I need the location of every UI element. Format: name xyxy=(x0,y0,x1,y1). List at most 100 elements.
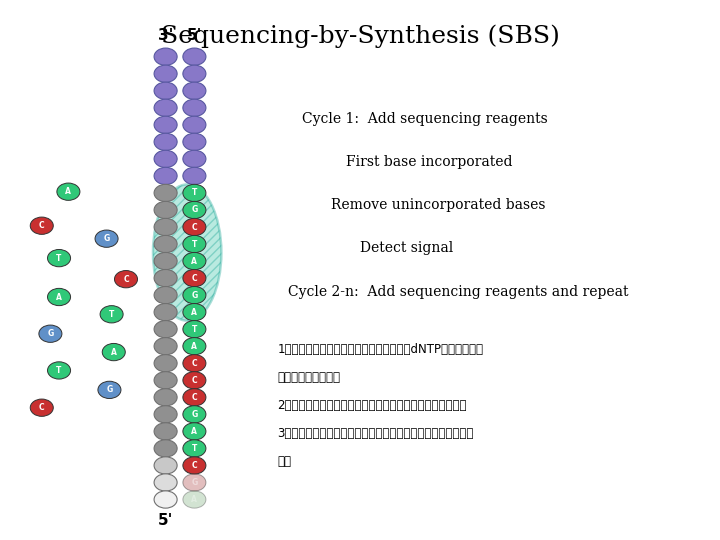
Text: A: A xyxy=(56,293,62,301)
Text: G: G xyxy=(104,234,109,243)
Circle shape xyxy=(154,116,177,133)
Circle shape xyxy=(154,287,177,304)
Text: C: C xyxy=(192,393,197,402)
Circle shape xyxy=(57,183,80,200)
Circle shape xyxy=(154,423,177,440)
Circle shape xyxy=(183,440,206,457)
Text: Remove unincorporated bases: Remove unincorporated bases xyxy=(331,198,546,212)
Circle shape xyxy=(154,82,177,99)
Text: 5': 5' xyxy=(158,513,174,528)
Circle shape xyxy=(183,269,206,287)
Text: 5': 5' xyxy=(186,28,202,43)
Circle shape xyxy=(183,201,206,219)
Text: 反应: 反应 xyxy=(277,455,291,468)
Text: G: G xyxy=(48,329,53,338)
Circle shape xyxy=(154,65,177,83)
Circle shape xyxy=(48,288,71,306)
Circle shape xyxy=(183,252,206,269)
Circle shape xyxy=(154,406,177,423)
Circle shape xyxy=(154,372,177,389)
Circle shape xyxy=(183,184,206,201)
Circle shape xyxy=(183,491,206,508)
Text: T: T xyxy=(56,254,62,262)
Text: 1、每轮测序反应加入四种带有荧光标记的dNTP，末端带有可: 1、每轮测序反应加入四种带有荧光标记的dNTP，末端带有可 xyxy=(277,343,483,356)
Text: G: G xyxy=(192,206,197,214)
Text: C: C xyxy=(192,376,197,385)
Circle shape xyxy=(183,355,206,372)
Circle shape xyxy=(114,271,138,288)
Circle shape xyxy=(39,325,62,342)
Circle shape xyxy=(100,306,123,323)
Text: T: T xyxy=(192,188,197,198)
Circle shape xyxy=(154,48,177,65)
Text: Sequencing-by-Synthesis (SBS): Sequencing-by-Synthesis (SBS) xyxy=(161,24,559,48)
Circle shape xyxy=(154,303,177,321)
Circle shape xyxy=(183,48,206,65)
Text: A: A xyxy=(192,256,197,266)
Circle shape xyxy=(183,457,206,474)
Circle shape xyxy=(154,389,177,406)
Circle shape xyxy=(98,381,121,399)
Circle shape xyxy=(30,217,53,234)
Text: Detect signal: Detect signal xyxy=(360,241,454,255)
Circle shape xyxy=(183,389,206,406)
Text: A: A xyxy=(192,308,197,316)
Circle shape xyxy=(183,116,206,133)
Text: C: C xyxy=(123,275,129,284)
Text: C: C xyxy=(192,222,197,232)
Circle shape xyxy=(154,321,177,338)
Circle shape xyxy=(102,343,125,361)
Circle shape xyxy=(183,287,206,304)
Circle shape xyxy=(154,269,177,287)
Circle shape xyxy=(183,235,206,253)
Circle shape xyxy=(95,230,118,247)
Circle shape xyxy=(154,184,177,201)
Text: G: G xyxy=(192,478,197,487)
Text: A: A xyxy=(111,348,117,356)
Text: G: G xyxy=(192,291,197,300)
Circle shape xyxy=(183,99,206,117)
Circle shape xyxy=(30,399,53,416)
Circle shape xyxy=(154,218,177,235)
Circle shape xyxy=(183,167,206,185)
Circle shape xyxy=(154,338,177,355)
Text: T: T xyxy=(192,325,197,334)
Text: A: A xyxy=(66,187,71,196)
Text: Cycle 1:  Add sequencing reagents: Cycle 1: Add sequencing reagents xyxy=(302,112,548,126)
Circle shape xyxy=(183,150,206,167)
Circle shape xyxy=(154,167,177,185)
Ellipse shape xyxy=(153,185,222,321)
Text: A: A xyxy=(192,495,197,504)
Text: 2、每轮反应只能整合一个核苷酸，仪器读取相应的荧光信号: 2、每轮反应只能整合一个核苷酸，仪器读取相应的荧光信号 xyxy=(277,399,467,412)
Text: Cycle 2-n:  Add sequencing reagents and repeat: Cycle 2-n: Add sequencing reagents and r… xyxy=(288,285,629,299)
Circle shape xyxy=(183,218,206,235)
Text: A: A xyxy=(192,342,197,350)
Circle shape xyxy=(183,423,206,440)
Text: C: C xyxy=(192,461,197,470)
Text: First base incorporated: First base incorporated xyxy=(346,155,512,169)
Circle shape xyxy=(154,99,177,117)
Circle shape xyxy=(154,133,177,151)
Text: 3': 3' xyxy=(158,28,174,43)
Circle shape xyxy=(183,82,206,99)
Circle shape xyxy=(154,150,177,167)
Circle shape xyxy=(154,235,177,253)
Circle shape xyxy=(154,201,177,219)
Circle shape xyxy=(183,372,206,389)
Text: T: T xyxy=(56,366,62,375)
Text: T: T xyxy=(192,240,197,248)
Text: G: G xyxy=(107,386,112,394)
Circle shape xyxy=(154,355,177,372)
Circle shape xyxy=(154,474,177,491)
Circle shape xyxy=(154,457,177,474)
Circle shape xyxy=(183,321,206,338)
Text: 以被去除的阻断基团: 以被去除的阻断基团 xyxy=(277,371,340,384)
Circle shape xyxy=(183,338,206,355)
Circle shape xyxy=(154,252,177,269)
Circle shape xyxy=(183,474,206,491)
Text: C: C xyxy=(192,359,197,368)
Text: T: T xyxy=(192,444,197,453)
Text: C: C xyxy=(192,274,197,282)
Text: 3、信号读取结束，用化学方法去除阻断基团，进行下一轮测序: 3、信号读取结束，用化学方法去除阻断基团，进行下一轮测序 xyxy=(277,427,474,440)
Text: C: C xyxy=(39,403,45,412)
